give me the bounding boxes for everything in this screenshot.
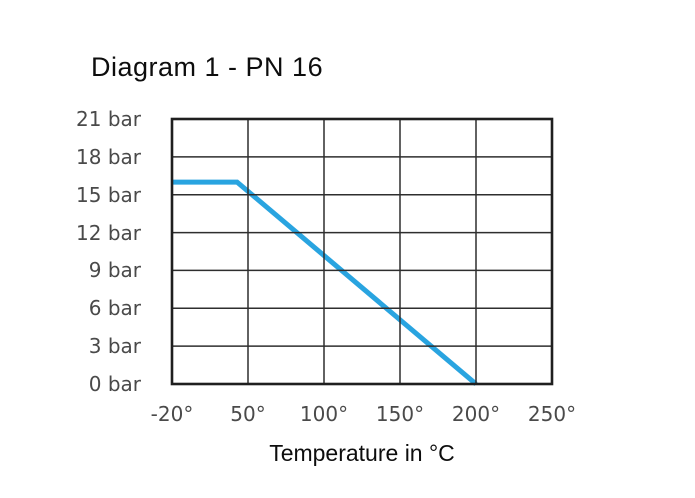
y-axis-tick-label: 15 bar xyxy=(76,182,141,207)
y-axis-tick-label: 3 bar xyxy=(88,334,141,359)
chart-title: Diagram 1 - PN 16 xyxy=(91,52,324,82)
x-axis-tick-label: 100° xyxy=(299,402,349,426)
y-axis-tick-label: 12 bar xyxy=(76,220,141,245)
plot-border xyxy=(170,117,554,386)
y-axis-tick-label: 0 bar xyxy=(88,372,141,396)
x-axis-tick-label: 50° xyxy=(230,402,266,426)
y-axis-tick-label: 18 bar xyxy=(76,144,141,169)
y-axis-labels: 21 bar 18 bar 15 bar 12 bar 9 bar 6 bar 3 bar 0… xyxy=(45,0,141,498)
y-axis-tick-label: 9 bar xyxy=(88,258,141,283)
x-axis-title: Temperature in °C xyxy=(269,440,455,466)
pressure-line-max-allowable-pressure xyxy=(172,179,478,386)
x-axis-tick-label: -20° xyxy=(150,402,194,426)
x-axis-tick-label: 250° xyxy=(527,402,577,426)
x-axis-tick-label: 150° xyxy=(375,402,425,426)
y-axis-tick-label: 21 bar xyxy=(76,107,141,131)
plot-area xyxy=(170,117,554,386)
y-axis-tick-label: 6 bar xyxy=(88,296,141,321)
x-axis-tick-label: 200° xyxy=(451,402,501,426)
